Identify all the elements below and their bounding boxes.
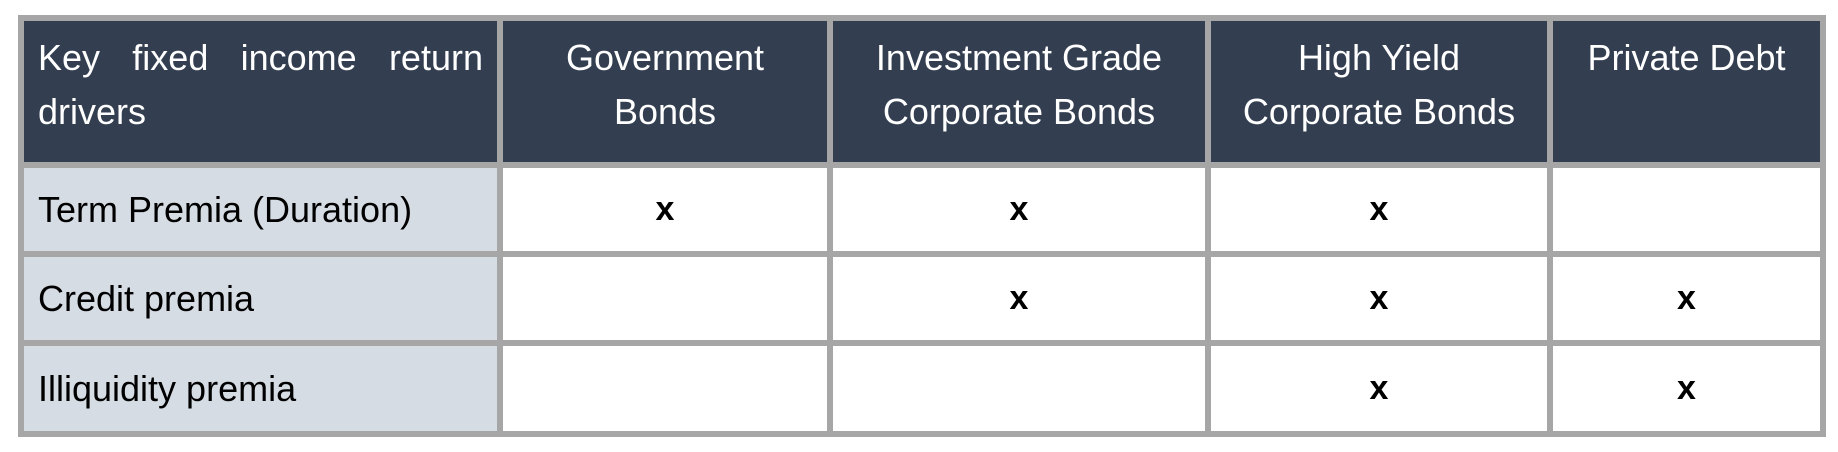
mark-cell-term-premia-high-yield: x xyxy=(1205,162,1553,257)
fixed-income-return-drivers-table: Key fixed income return drivers Governme… xyxy=(18,15,1826,437)
mark-cell-illiquidity-premia-government-bonds xyxy=(497,340,833,437)
mark-cell-illiquidity-premia-investment-grade xyxy=(827,340,1211,437)
column-header-government-bonds: Government Bonds xyxy=(497,15,833,168)
column-header-high-yield-corporate-bonds: High Yield Corporate Bonds xyxy=(1205,15,1553,168)
mark-cell-credit-premia-high-yield: x xyxy=(1205,251,1553,346)
mark-cell-credit-premia-private-debt: x xyxy=(1547,251,1826,346)
row-label-illiquidity-premia: Illiquidity premia xyxy=(18,340,503,437)
mark-cell-term-premia-investment-grade: x xyxy=(827,162,1211,257)
mark-cell-illiquidity-premia-high-yield: x xyxy=(1205,340,1553,437)
mark-cell-credit-premia-investment-grade: x xyxy=(827,251,1211,346)
mark-cell-term-premia-private-debt xyxy=(1547,162,1826,257)
row-label-term-premia: Term Premia (Duration) xyxy=(18,162,503,257)
table-header-row: Key fixed income return drivers Governme… xyxy=(18,15,1826,168)
corner-header-key-drivers: Key fixed income return drivers xyxy=(18,15,503,168)
row-label-credit-premia: Credit premia xyxy=(18,251,503,346)
table-row-term-premia: Term Premia (Duration) x x x xyxy=(18,162,1826,257)
mark-cell-illiquidity-premia-private-debt: x xyxy=(1547,340,1826,437)
table-row-illiquidity-premia: Illiquidity premia x x xyxy=(18,340,1826,437)
mark-cell-term-premia-government-bonds: x xyxy=(497,162,833,257)
column-header-investment-grade-corporate-bonds: Investment Grade Corporate Bonds xyxy=(827,15,1211,168)
table-row-credit-premia: Credit premia x x x xyxy=(18,251,1826,346)
mark-cell-credit-premia-government-bonds xyxy=(497,251,833,346)
column-header-private-debt: Private Debt xyxy=(1547,15,1826,168)
